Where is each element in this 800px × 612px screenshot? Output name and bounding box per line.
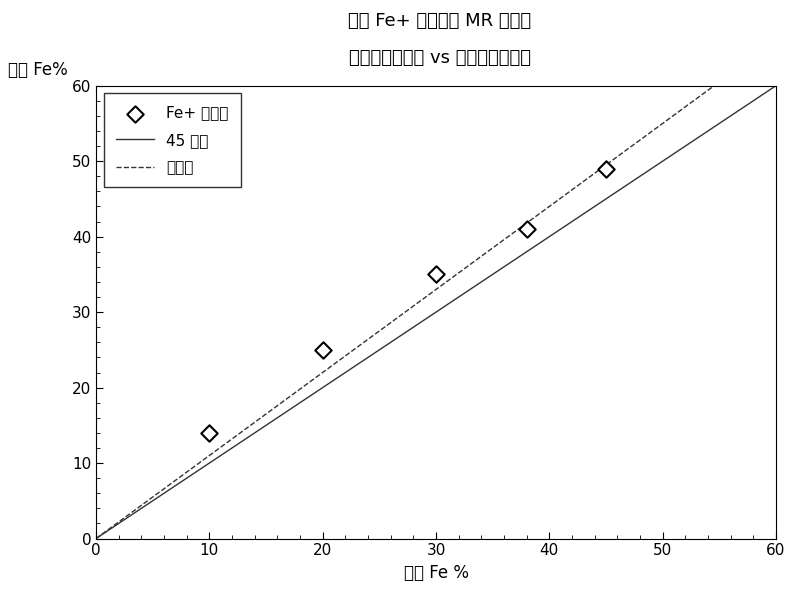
Point [520, 224, 533, 234]
Fe+ 玻璃珠 [316, 345, 329, 355]
Legend: Fe+ 玻璃珠, 45 度线, 趋势线: Fe+ 玻璃珠, 45 度线, 趋势线 [104, 93, 241, 187]
Point [316, 345, 329, 355]
Fe+ 玻璃珠 [600, 164, 613, 174]
Point [203, 428, 216, 438]
Point [430, 269, 442, 279]
Text: 等效 Fe%: 等效 Fe% [8, 61, 68, 79]
Text: 等效铁体积分数 vs 实际铁体积分数: 等效铁体积分数 vs 实际铁体积分数 [349, 49, 531, 67]
X-axis label: 实际 Fe %: 实际 Fe % [403, 564, 469, 582]
Text: 具有 Fe+ 玻璃珠的 MR 流体的: 具有 Fe+ 玻璃珠的 MR 流体的 [349, 12, 531, 30]
Fe+ 玻璃珠 [430, 269, 442, 279]
Fe+ 玻璃珠 [520, 224, 533, 234]
Fe+ 玻璃珠 [203, 428, 216, 438]
Point [600, 164, 613, 174]
